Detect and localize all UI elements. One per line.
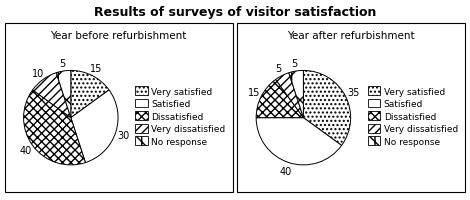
Legend: Very satisfied, Satisfied, Dissatisfied, Very dissatisfied, No response: Very satisfied, Satisfied, Dissatisfied,…	[365, 84, 461, 149]
Text: Results of surveys of visitor satisfaction: Results of surveys of visitor satisfacti…	[94, 6, 376, 19]
Legend: Very satisfied, Satisfied, Dissatisfied, Very dissatisfied, No response: Very satisfied, Satisfied, Dissatisfied,…	[132, 84, 228, 149]
Text: Year after refurbishment: Year after refurbishment	[288, 31, 415, 41]
Text: Year before refurbishment: Year before refurbishment	[50, 31, 187, 41]
